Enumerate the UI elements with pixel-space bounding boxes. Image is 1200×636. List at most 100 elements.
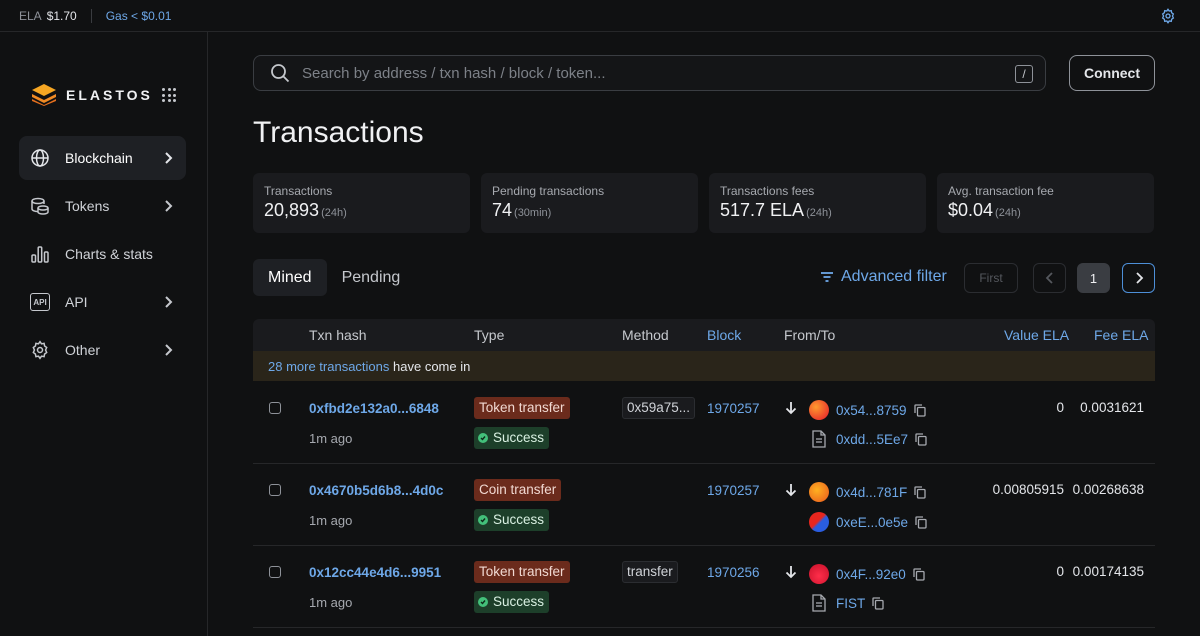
- txn-type-badge: Token transfer: [474, 397, 570, 419]
- table-row: 0x12cc44e4d6...9951 1m ago Token transfe…: [253, 546, 1155, 628]
- sidebar-item-label: Tokens: [65, 198, 110, 214]
- from-address[interactable]: 0x4d...781F: [809, 482, 926, 502]
- status-badge: Success: [474, 509, 550, 531]
- column-header-block[interactable]: Block: [707, 327, 742, 343]
- api-icon: API: [30, 293, 50, 311]
- tab-mined[interactable]: Mined: [253, 259, 327, 296]
- stats-row: Transactions 20,893 (24h) Pending transac…: [253, 173, 1154, 233]
- status-badge: Success: [474, 591, 550, 613]
- row-expand-checkbox[interactable]: [269, 566, 281, 578]
- stat-card-avg-fee: Avg. transaction fee $0.04 (24h): [937, 173, 1154, 233]
- copy-icon[interactable]: [914, 485, 926, 499]
- tab-pending[interactable]: Pending: [341, 268, 401, 286]
- txn-age: 1m ago: [309, 431, 353, 446]
- row-expand-checkbox[interactable]: [269, 402, 281, 414]
- copy-icon[interactable]: [915, 515, 927, 529]
- divider: [90, 8, 92, 23]
- top-bar: ELA $1.70 Gas < $0.01: [0, 0, 1200, 32]
- column-header-fee[interactable]: Fee ELA: [1094, 327, 1149, 343]
- stat-label: Transactions fees: [720, 184, 815, 198]
- search-input[interactable]: Search by address / txn hash / block / t…: [253, 55, 1046, 91]
- method-badge: 0x59a75...: [622, 397, 696, 419]
- copy-icon[interactable]: [915, 432, 927, 446]
- arrow-down-icon: [785, 484, 797, 497]
- pagination-prev-button[interactable]: [1033, 263, 1066, 293]
- contract-file-icon: [812, 594, 826, 612]
- stat-period: (30min): [514, 207, 552, 219]
- status-text: Success: [493, 594, 545, 609]
- to-address[interactable]: 0xdd...5Ee7: [809, 430, 927, 448]
- to-address[interactable]: FIST: [809, 594, 884, 612]
- ela-price-label: ELA: [19, 8, 42, 23]
- stat-period: (24h): [806, 207, 832, 219]
- txn-fee: 0.00268638: [1072, 482, 1144, 497]
- sidebar-item-charts-stats[interactable]: Charts & stats: [19, 232, 186, 276]
- row-expand-checkbox[interactable]: [269, 484, 281, 496]
- stat-label: Avg. transaction fee: [948, 184, 1054, 198]
- check-circle-icon: [478, 515, 488, 525]
- stat-value: 74: [492, 200, 513, 220]
- sidebar-item-label: Other: [65, 342, 101, 358]
- sidebar-item-label: API: [65, 294, 88, 310]
- copy-icon[interactable]: [872, 596, 884, 610]
- pagination-first-button[interactable]: First: [964, 263, 1018, 293]
- contract-file-icon: [812, 430, 826, 448]
- txn-hash-link[interactable]: 0xfbd2e132a0...6848: [309, 401, 439, 416]
- to-address-text[interactable]: 0xdd...5Ee7: [836, 431, 909, 447]
- stat-card-fees: Transactions fees 517.7 ELA (24h): [709, 173, 926, 233]
- column-header-from-to: From/To: [784, 327, 836, 343]
- coins-icon: [31, 197, 49, 215]
- globe-icon: [31, 149, 49, 167]
- search-icon: [271, 64, 290, 83]
- sidebar-nav: Blockchain Tokens Charts & stats API API…: [19, 136, 186, 376]
- from-address-text[interactable]: 0x54...8759: [836, 402, 907, 418]
- txn-value: 0: [1056, 564, 1064, 579]
- check-circle-icon: [478, 597, 488, 607]
- apps-grid-icon[interactable]: [162, 88, 176, 102]
- notice-text: have come in: [389, 359, 471, 374]
- load-new-transactions-link[interactable]: 28 more transactions: [268, 359, 390, 374]
- address-avatar: [809, 482, 829, 502]
- column-header-method: Method: [622, 327, 669, 343]
- copy-icon[interactable]: [913, 567, 925, 581]
- stat-period: (24h): [321, 207, 347, 219]
- copy-icon[interactable]: [913, 403, 926, 417]
- to-token-text[interactable]: FIST: [836, 595, 866, 611]
- to-address[interactable]: 0xeE...0e5e: [809, 512, 927, 532]
- txn-value: 0.00805915: [992, 482, 1064, 497]
- block-link[interactable]: 1970257: [707, 483, 760, 498]
- txn-hash-link[interactable]: 0x4670b5d6b8...4d0c: [309, 483, 444, 498]
- status-text: Success: [493, 430, 545, 445]
- table-row: 0x4670b5d6b8...4d0c 1m ago Coin transfer…: [253, 464, 1155, 546]
- block-link[interactable]: 1970257: [707, 401, 760, 416]
- to-address-text[interactable]: 0xeE...0e5e: [836, 514, 909, 530]
- from-address-text[interactable]: 0x4d...781F: [836, 484, 908, 500]
- column-header-value[interactable]: Value ELA: [1004, 327, 1070, 343]
- sidebar-item-blockchain[interactable]: Blockchain: [19, 136, 186, 180]
- chevron-right-icon: [1135, 272, 1143, 284]
- search-placeholder: Search by address / txn hash / block / t…: [302, 64, 606, 82]
- stat-card-transactions: Transactions 20,893 (24h): [253, 173, 470, 233]
- txn-fee: 0.00174135: [1072, 564, 1144, 579]
- chevron-right-icon: [165, 200, 173, 212]
- sidebar-item-api[interactable]: API API: [19, 280, 186, 324]
- from-address[interactable]: 0x4F...92e0: [809, 564, 925, 584]
- sidebar-item-tokens[interactable]: Tokens: [19, 184, 186, 228]
- block-link[interactable]: 1970256: [707, 565, 760, 580]
- page-title: Transactions: [253, 116, 424, 149]
- sidebar-item-label: Blockchain: [65, 150, 133, 166]
- connect-wallet-button[interactable]: Connect: [1069, 55, 1155, 91]
- stat-card-pending: Pending transactions 74 (30min): [481, 173, 698, 233]
- advanced-filter-button[interactable]: Advanced filter: [820, 268, 947, 286]
- from-address-text[interactable]: 0x4F...92e0: [836, 566, 906, 582]
- settings-gear-icon[interactable]: [1160, 8, 1176, 24]
- sidebar-item-other[interactable]: Other: [19, 328, 186, 372]
- gas-price[interactable]: Gas < $0.01: [105, 8, 172, 23]
- brand-logo[interactable]: ELASTOS: [30, 84, 153, 106]
- txn-value: 0: [1056, 400, 1064, 415]
- chevron-left-icon: [1045, 272, 1053, 284]
- pagination-next-button[interactable]: [1122, 263, 1155, 293]
- from-address[interactable]: 0x54...8759: [809, 400, 926, 420]
- txn-hash-link[interactable]: 0x12cc44e4d6...9951: [309, 565, 442, 580]
- sidebar-item-label: Charts & stats: [65, 246, 153, 262]
